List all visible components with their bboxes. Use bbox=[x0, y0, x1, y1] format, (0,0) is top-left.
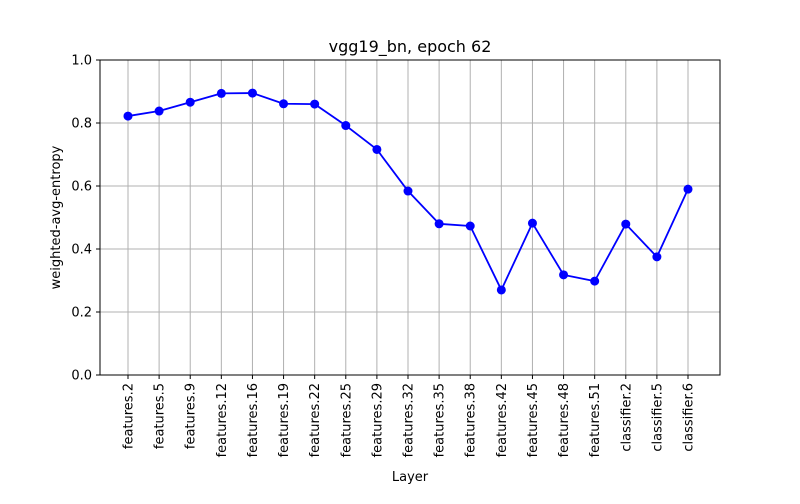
x-tick-label: features.48 bbox=[557, 383, 572, 457]
data-point bbox=[372, 144, 382, 154]
y-axis-label: weighted-avg-entropy bbox=[49, 145, 64, 289]
data-point bbox=[341, 121, 351, 131]
data-point bbox=[185, 97, 195, 107]
data-point bbox=[247, 88, 257, 98]
y-tick-label: 0.8 bbox=[71, 117, 92, 132]
x-tick-label: features.19 bbox=[277, 383, 292, 457]
data-point bbox=[154, 106, 164, 116]
data-point bbox=[434, 219, 444, 229]
y-tick-label: 0.2 bbox=[71, 306, 92, 321]
x-tick-label: features.9 bbox=[184, 383, 199, 449]
data-point bbox=[279, 99, 289, 109]
chart-title: vgg19_bn, epoch 62 bbox=[329, 37, 492, 57]
x-tick-label: features.42 bbox=[495, 383, 510, 457]
data-point bbox=[403, 186, 413, 196]
plot-frame bbox=[99, 59, 721, 376]
x-axis-label: Layer bbox=[392, 470, 429, 485]
x-tick-label: features.29 bbox=[370, 383, 385, 457]
data-point bbox=[123, 111, 133, 121]
y-tick-label: 1.0 bbox=[71, 54, 92, 69]
series-layer bbox=[123, 88, 693, 295]
data-point bbox=[216, 88, 226, 98]
x-tick-label: features.16 bbox=[246, 383, 261, 457]
x-tick-label: features.38 bbox=[464, 383, 479, 457]
data-point bbox=[496, 285, 506, 295]
y-tick-label: 0.0 bbox=[71, 369, 92, 384]
data-point bbox=[310, 99, 320, 109]
x-tick-label: features.12 bbox=[215, 383, 230, 457]
data-point bbox=[590, 276, 600, 286]
x-tick-label: features.51 bbox=[588, 383, 603, 457]
x-tick-label: features.5 bbox=[153, 383, 168, 449]
data-point bbox=[683, 184, 693, 194]
data-point bbox=[527, 218, 537, 228]
data-point bbox=[652, 252, 662, 262]
data-point bbox=[559, 270, 569, 280]
x-tick-label: classifier.5 bbox=[650, 383, 665, 452]
axes: 0.0 0.2 0.4 0.6 0.8 1.0 features.2 features.5 fe… bbox=[71, 54, 696, 458]
data-point bbox=[465, 221, 475, 231]
x-tick-label: features.32 bbox=[402, 383, 417, 457]
x-tick-label: features.2 bbox=[122, 383, 137, 449]
x-tick-label: features.45 bbox=[526, 383, 541, 457]
x-tick-label: features.22 bbox=[308, 383, 323, 457]
x-tick-label: classifier.6 bbox=[682, 383, 697, 452]
y-tick-label: 0.6 bbox=[71, 180, 92, 195]
y-tick-label: 0.4 bbox=[71, 243, 92, 258]
x-tick-label: features.25 bbox=[339, 383, 354, 457]
x-tick-label: classifier.2 bbox=[619, 383, 634, 452]
x-tick-label: features.35 bbox=[433, 383, 448, 457]
data-point bbox=[621, 219, 631, 229]
